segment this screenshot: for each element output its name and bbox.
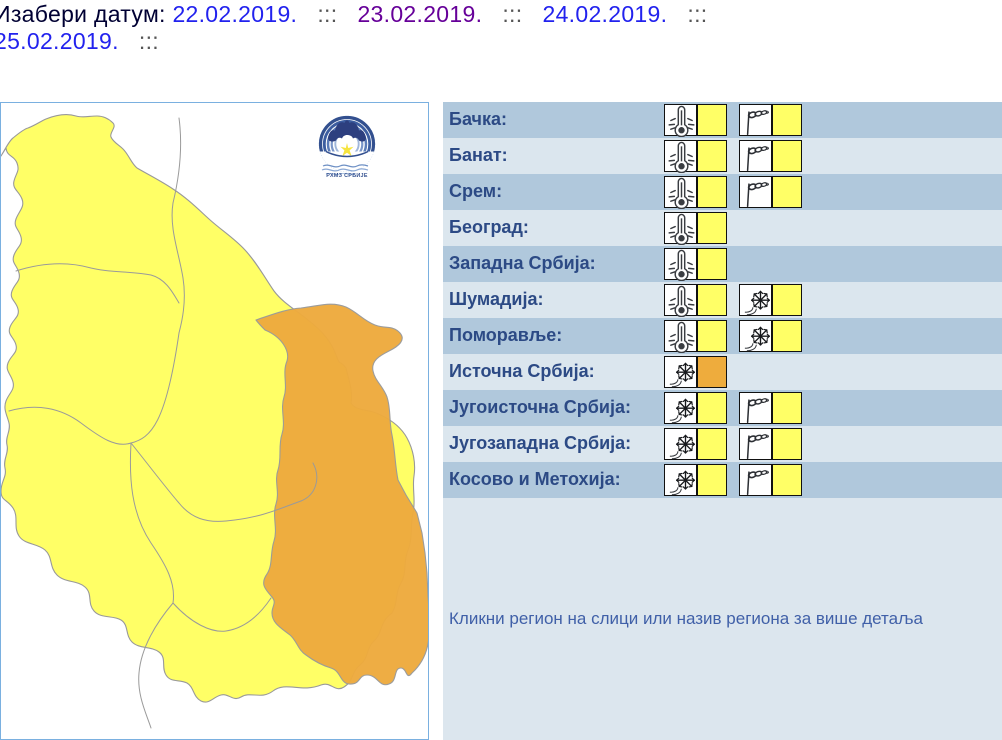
svg-text:РХМЗ СРБИЈЕ: РХМЗ СРБИЈЕ [326, 173, 368, 179]
